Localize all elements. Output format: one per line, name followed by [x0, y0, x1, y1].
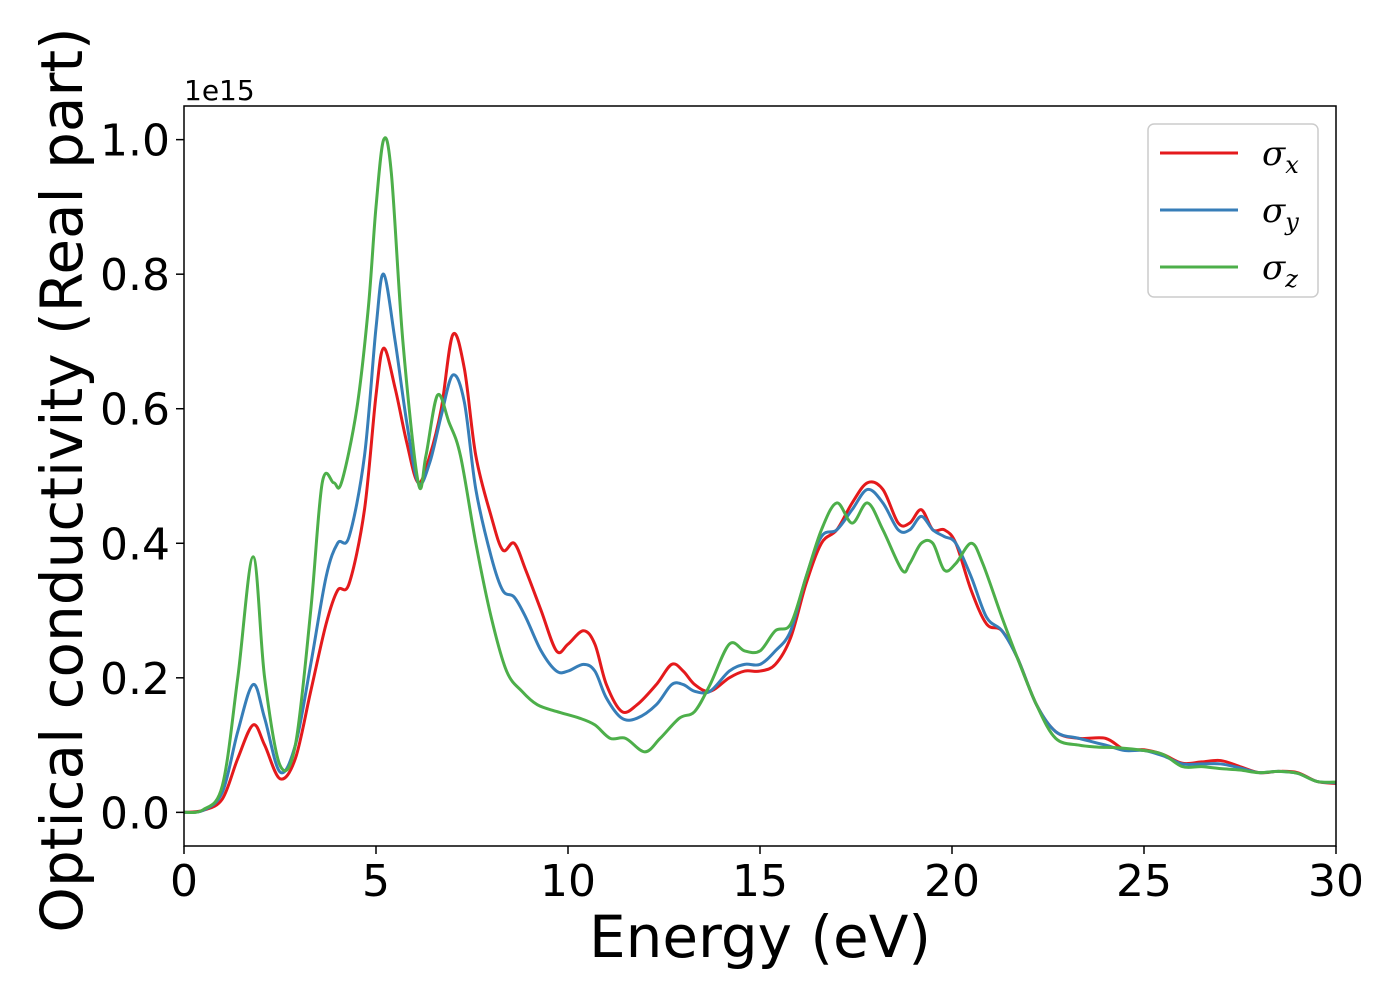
x-tick-label: 10: [540, 856, 596, 907]
y-tick-label: 1.0: [100, 116, 170, 167]
plot-area: [184, 136, 1336, 815]
x-tick-label: 20: [924, 856, 980, 907]
x-tick-label: 25: [1116, 856, 1172, 907]
x-tick-label: 5: [362, 856, 390, 907]
axes: 0 5 10 15 20 25 30 0.0 0.2 0.4 0.6 0.8 1.0: [100, 105, 1364, 907]
legend: σx σy σz: [1147, 123, 1319, 298]
legend-entry-z: σz: [1262, 248, 1298, 293]
x-tick-label: 30: [1308, 856, 1364, 907]
series-line-y: [184, 272, 1336, 814]
y-tick-label: 0.2: [100, 654, 170, 705]
x-tick-label: 0: [170, 856, 198, 907]
legend-entry-x: σx: [1262, 134, 1299, 179]
y-axis-label: Optical conductivity (Real part): [28, 27, 96, 932]
y-offset-text: 1e15: [184, 74, 255, 107]
x-axis-label: Energy (eV): [589, 903, 931, 971]
y-tick-label: 0.0: [100, 788, 170, 839]
x-tick-label: 15: [732, 856, 788, 907]
y-tick-label: 0.6: [100, 385, 170, 436]
legend-entry-y: σy: [1262, 191, 1299, 236]
series-line-z: [184, 136, 1336, 815]
y-tick-label: 0.4: [100, 519, 170, 570]
y-tick-label: 0.8: [100, 250, 170, 301]
